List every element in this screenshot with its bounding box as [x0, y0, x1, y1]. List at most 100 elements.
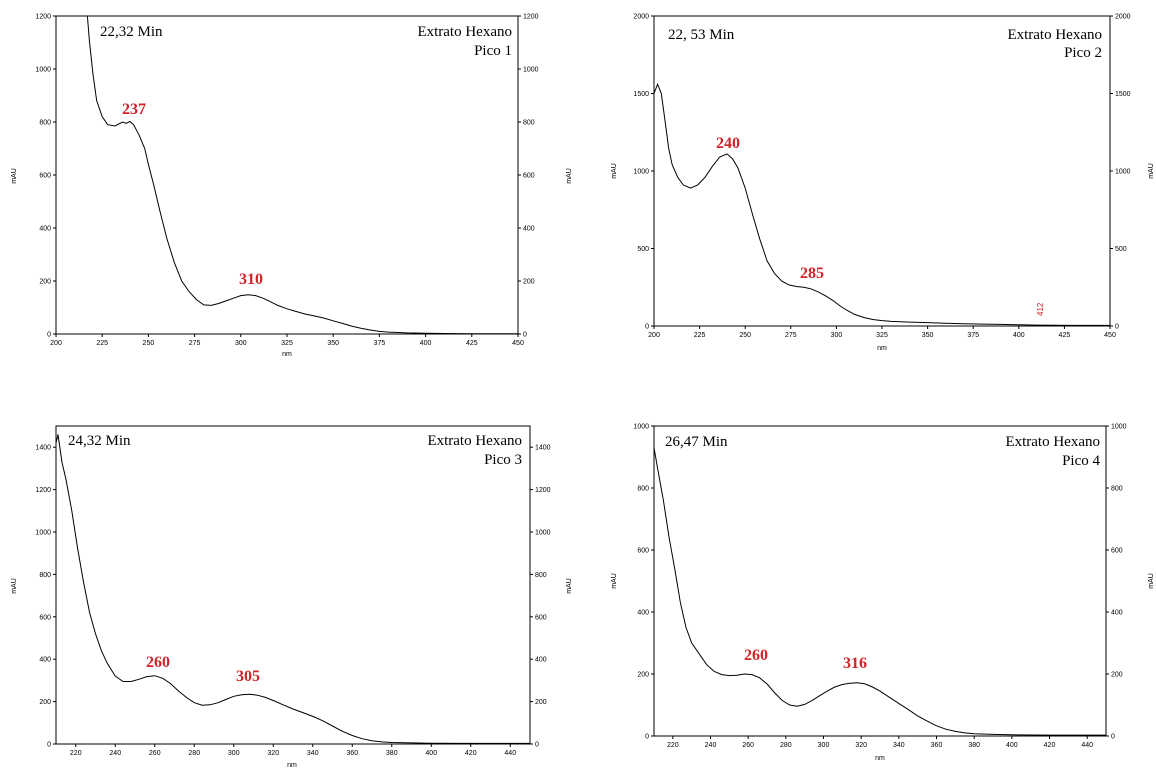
x-ticks: 220 240 260 280 300 320 340 360 380 400 420 440 [667, 736, 1093, 749]
x-tick-label: 440 [504, 750, 516, 757]
y-tick-label-right: 600 [1111, 548, 1123, 555]
x-tick-label: 380 [386, 750, 398, 757]
x-axis-label: nm [877, 345, 887, 352]
x-tick-label: 275 [189, 340, 201, 347]
sample-label: Extrato Hexano [417, 24, 512, 40]
x-tick-label: 240 [109, 750, 121, 757]
y-tick-label-right: 0 [1111, 734, 1115, 741]
y-tick-label: 1500 [633, 91, 649, 98]
x-tick-label: 450 [512, 340, 524, 347]
x-tick-label: 375 [967, 332, 979, 339]
x-tick-label: 425 [466, 340, 478, 347]
x-tick-label: 440 [1081, 742, 1093, 749]
y-tick-label: 400 [39, 226, 51, 233]
y-tick-label: 200 [39, 699, 51, 706]
y-tick-label-right: 1400 [535, 445, 551, 452]
x-tick-label: 360 [931, 742, 943, 749]
x-tick-label: 400 [420, 340, 432, 347]
x-tick-label: 350 [922, 332, 934, 339]
y-tick-label: 600 [39, 614, 51, 621]
x-tick-label: 325 [281, 340, 293, 347]
x-tick-label: 250 [739, 332, 751, 339]
x-tick-label: 420 [1044, 742, 1056, 749]
x-tick-label: 380 [968, 742, 980, 749]
x-tick-label: 250 [143, 340, 155, 347]
x-axis-label: nm [282, 351, 292, 358]
x-tick-label: 300 [228, 750, 240, 757]
peak-annotation-2: 316 [843, 655, 867, 672]
y-tick-label-right: 2000 [1115, 14, 1131, 21]
y-tick-label-right: 600 [535, 614, 547, 621]
y-ticks-left: 0 200 400 600 800 1000 1200 [35, 14, 56, 339]
y-tick-label: 1000 [633, 424, 649, 431]
y-tick-label: 1000 [35, 67, 51, 74]
x-tick-label: 220 [667, 742, 679, 749]
y-tick-label: 800 [637, 486, 649, 493]
y-axis-label-left: mAU [611, 573, 618, 589]
y-tick-label: 800 [39, 120, 51, 127]
y-tick-label-right: 1200 [535, 487, 551, 494]
y-tick-label: 1200 [35, 487, 51, 494]
y-tick-label: 1000 [633, 169, 649, 176]
y-tick-label: 0 [47, 742, 51, 749]
y-tick-label: 600 [39, 173, 51, 180]
peak-annotation-2: 305 [236, 668, 260, 685]
x-tick-label: 220 [70, 750, 82, 757]
x-tick-label: 400 [1013, 332, 1025, 339]
x-tick-label: 425 [1059, 332, 1071, 339]
x-tick-label: 420 [465, 750, 477, 757]
y-ticks-right: 0 200 400 600 800 1000 [1106, 424, 1127, 741]
peak-label: Pico 1 [474, 43, 512, 59]
x-tick-label: 340 [893, 742, 905, 749]
plot-frame [55, 425, 531, 745]
y-tick-label-right: 200 [523, 279, 535, 286]
x-tick-label: 325 [876, 332, 888, 339]
y-tick-label-right: 1500 [1115, 91, 1131, 98]
y-axis-label-right: mAU [566, 578, 573, 594]
spectrum-line [55, 434, 530, 744]
x-ticks: 200 225 250 275 300 325 350 375 400 425 450 [50, 334, 524, 347]
y-tick-label-right: 1000 [535, 530, 551, 537]
y-axis-label-right: mAU [1148, 573, 1155, 589]
peak-annotation-2: 285 [800, 265, 824, 282]
y-tick-label: 400 [39, 657, 51, 664]
x-tick-label: 375 [374, 340, 386, 347]
x-tick-label: 450 [1104, 332, 1116, 339]
plot-frame [653, 425, 1107, 737]
x-tick-label: 280 [188, 750, 200, 757]
y-tick-label: 0 [645, 734, 649, 741]
x-axis-label: nm [875, 755, 885, 762]
retention-time-label: 22,32 Min [100, 24, 163, 40]
y-tick-label: 0 [47, 332, 51, 339]
y-tick-label-right: 400 [523, 226, 535, 233]
y-tick-label-right: 800 [535, 572, 547, 579]
y-tick-label-right: 600 [523, 173, 535, 180]
x-tick-label: 260 [149, 750, 161, 757]
y-ticks-left: 0 200 400 600 800 1000 [633, 424, 654, 741]
plot-frame [55, 15, 519, 335]
y-axis-label-left: mAU [611, 163, 618, 179]
y-tick-label: 400 [637, 610, 649, 617]
x-tick-label: 300 [818, 742, 830, 749]
peak-annotation-3: 412 [1036, 302, 1045, 316]
x-tick-label: 320 [267, 750, 279, 757]
y-tick-label: 1200 [35, 14, 51, 21]
y-tick-label-right: 400 [1111, 610, 1123, 617]
peak-annotation-1: 260 [146, 654, 170, 671]
y-tick-label: 800 [39, 572, 51, 579]
y-tick-label-right: 1200 [523, 14, 539, 21]
y-ticks-right: 0 500 1000 1500 2000 [1110, 14, 1131, 331]
y-tick-label: 500 [637, 246, 649, 253]
y-axis-label-right: mAU [566, 168, 573, 184]
x-tick-label: 400 [425, 750, 437, 757]
x-tick-label: 280 [780, 742, 792, 749]
y-tick-label-right: 1000 [523, 67, 539, 74]
x-tick-label: 360 [346, 750, 358, 757]
y-tick-label-right: 1000 [1115, 169, 1131, 176]
y-tick-label-right: 0 [523, 332, 527, 339]
sample-label: Extrato Hexano [1005, 434, 1100, 450]
y-tick-label: 200 [637, 672, 649, 679]
x-ticks: 200 225 250 275 300 325 350 375 400 425 450 [648, 326, 1116, 339]
